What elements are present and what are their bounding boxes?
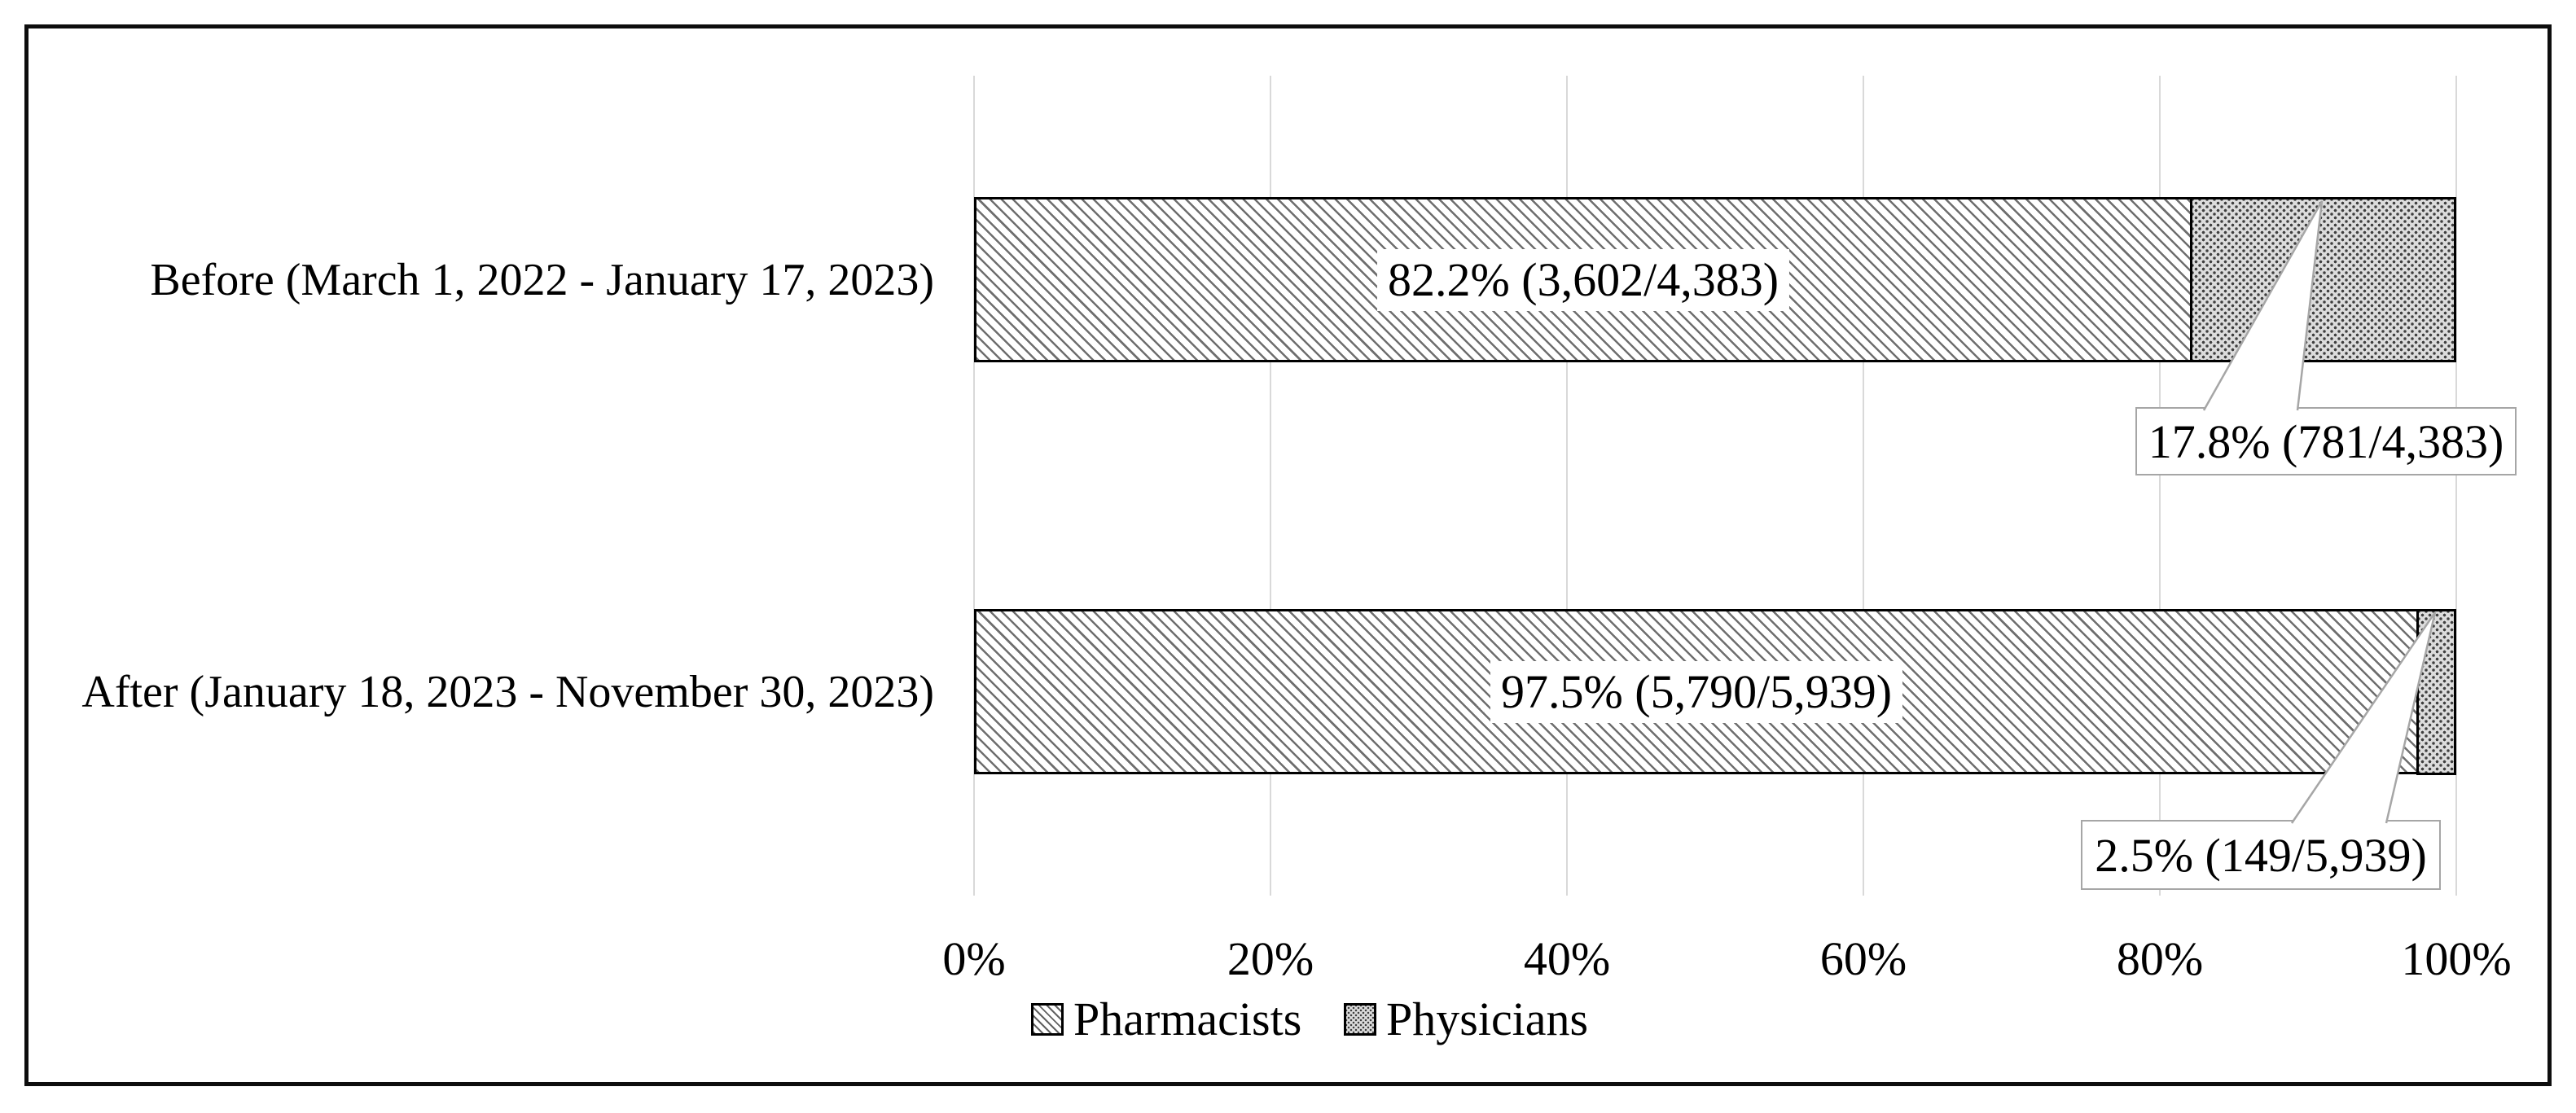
x-tick-20: 20% bbox=[1227, 932, 1314, 985]
gridline-40pct bbox=[1566, 76, 1568, 896]
category-label-after: After (January 18, 2023 - November 30, 2… bbox=[81, 667, 934, 717]
legend-label-pharmacists: Pharmacists bbox=[1073, 992, 1302, 1045]
callout-before-physicians: 17.8% (781/4,383) bbox=[2135, 407, 2517, 475]
data-label-after-pharmacists: 97.5% (5,790/5,939) bbox=[1490, 661, 1903, 723]
x-tick-100: 100% bbox=[2401, 932, 2512, 985]
x-tick-60: 60% bbox=[1819, 932, 1907, 985]
gridline-60pct bbox=[1863, 76, 1864, 896]
bar-before-physicians-segment bbox=[2190, 197, 2456, 362]
x-tick-0: 0% bbox=[942, 932, 1006, 985]
gridline-80pct bbox=[2159, 76, 2161, 896]
gridline-20pct bbox=[1270, 76, 1271, 896]
bar-after-physicians-segment bbox=[2416, 609, 2456, 775]
legend-swatch-pharmacists-icon bbox=[1031, 1003, 1064, 1036]
gridline-0pct bbox=[973, 76, 975, 896]
data-label-before-pharmacists: 82.2% (3,602/4,383) bbox=[1376, 249, 1790, 311]
x-tick-80: 80% bbox=[2116, 932, 2204, 985]
legend-swatch-physicians-icon bbox=[1344, 1003, 1376, 1036]
legend-label-physicians: Physicians bbox=[1386, 992, 1589, 1045]
category-label-before: Before (March 1, 2022 - January 17, 2023… bbox=[150, 255, 934, 305]
figure-border bbox=[24, 24, 2552, 1086]
gridline-100pct bbox=[2455, 76, 2457, 896]
callout-after-physicians: 2.5% (149/5,939) bbox=[2081, 820, 2441, 890]
x-tick-40: 40% bbox=[1523, 932, 1611, 985]
